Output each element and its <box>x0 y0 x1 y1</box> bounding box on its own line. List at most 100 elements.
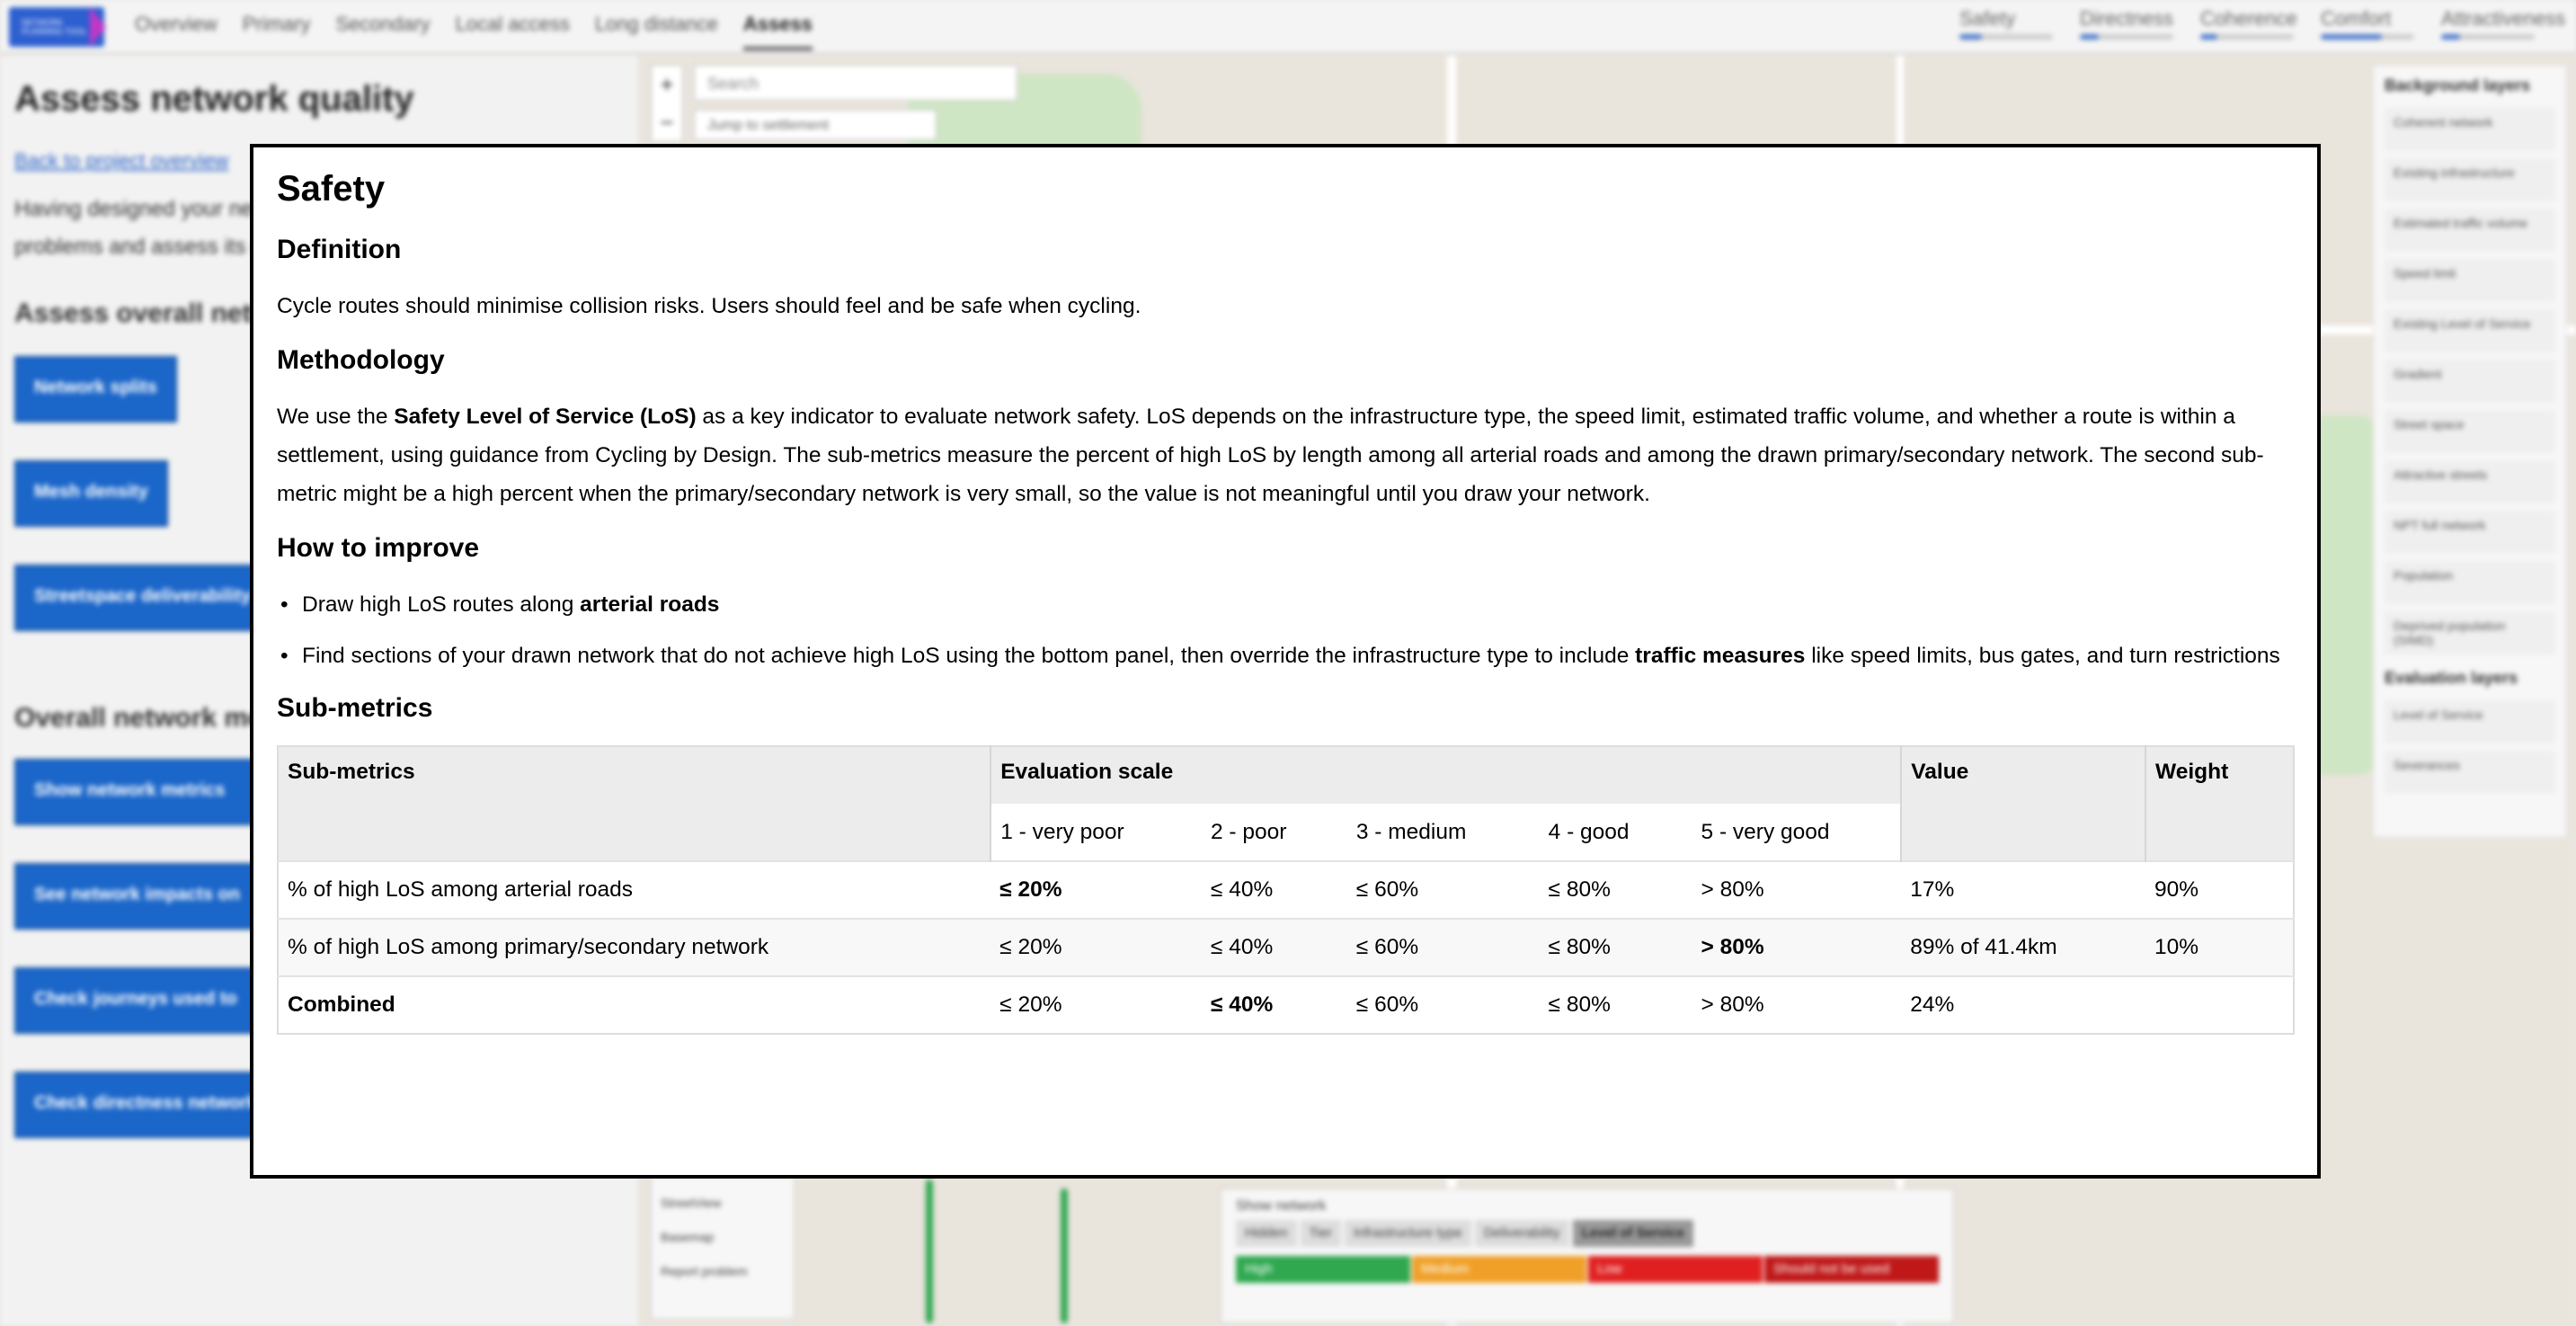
methodology-text-end: as a key indicator to evaluate network s… <box>277 405 2264 506</box>
scale-cell: ≤ 80% <box>1539 860 1692 919</box>
jump-to-settlement-select[interactable]: Jump to settlement <box>694 110 937 140</box>
network-option[interactable]: Tier <box>1300 1220 1341 1247</box>
submetric-weight: 90% <box>2145 860 2294 919</box>
improve-item-1-text: Draw high LoS routes along <box>302 592 581 617</box>
basemap-toggle[interactable]: Basemap <box>661 1230 715 1244</box>
los-legend-item[interactable]: High <box>1236 1256 1410 1283</box>
los-legend: High Medium Low Should not be used <box>1236 1256 1939 1283</box>
layer-toggle[interactable]: Deprived population (SIMD) <box>2385 611 2555 654</box>
scale-cell: ≤ 60% <box>1346 860 1540 919</box>
metric-progress-bar <box>2200 34 2294 40</box>
app-logo[interactable]: NETWORK PLANNING TOOL <box>9 7 104 47</box>
metric-tab-label: Coherence <box>2200 7 2297 30</box>
logo-arrow-icon <box>90 7 106 47</box>
layer-toggle[interactable]: NPT full network <box>2385 511 2555 554</box>
layer-toggle[interactable]: Population <box>2385 561 2555 604</box>
zoom-in-button[interactable]: + <box>660 71 674 98</box>
methodology-text: We use the Safety Level of Service (LoS)… <box>277 397 2294 513</box>
definition-heading: Definition <box>277 235 402 264</box>
zoom-out-button[interactable]: − <box>660 109 674 136</box>
report-problem-button[interactable]: Report problem <box>661 1264 748 1278</box>
metric-progress-fill <box>1959 34 1982 40</box>
improve-item-2-text: Find sections of your drawn network that… <box>302 644 1636 668</box>
map-search-input[interactable]: Search <box>694 65 1017 101</box>
breadcrumb-secondary[interactable]: Secondary <box>335 13 431 35</box>
scale-cell: ≤ 60% <box>1346 975 1540 1034</box>
show-network-metrics-button[interactable]: Show network metrics <box>14 759 284 825</box>
zoom-control: + − <box>651 65 683 142</box>
show-network-label: Show network <box>1236 1198 1327 1214</box>
evaluation-layers-heading: Evaluation layers <box>2385 669 2518 687</box>
scale-cell: ≤ 20% <box>990 860 1202 919</box>
scale-cell: ≤ 20% <box>990 918 1202 976</box>
submetrics-table-body: % of high LoS among arterial roads ≤ 20% ≤… <box>278 860 2294 1034</box>
scale-cell: ≤ 20% <box>990 975 1202 1034</box>
scale-label-3: 3 - medium <box>1346 804 1540 861</box>
los-legend-item[interactable]: Medium <box>1412 1256 1586 1283</box>
table-row: % of high LoS among primary/secondary ne… <box>278 918 2294 976</box>
layer-toggle[interactable]: Severances <box>2385 751 2555 794</box>
breadcrumb-long-distance[interactable]: Long distance <box>594 13 718 35</box>
traffic-measures-term: traffic measures <box>1635 644 1806 668</box>
network-impacts-button[interactable]: See network impacts on <box>14 863 284 930</box>
check-journeys-button[interactable]: Check journeys used to <box>14 967 284 1034</box>
breadcrumb-local-access[interactable]: Local access <box>455 13 570 35</box>
los-term: Safety Level of Service (LoS) <box>394 405 697 429</box>
layer-toggle[interactable]: Estimated traffic volume <box>2385 209 2555 252</box>
scale-cell: ≤ 80% <box>1539 975 1692 1034</box>
layer-toggle[interactable]: Existing infrastructure <box>2385 158 2555 201</box>
network-option[interactable]: Hidden <box>1236 1220 1297 1247</box>
network-splits-button[interactable]: Network splits <box>14 356 177 423</box>
los-legend-item[interactable]: Should not be used <box>1764 1256 1939 1283</box>
page-title: Assess network quality <box>14 79 414 119</box>
streetview-toggle[interactable]: StreetView <box>661 1196 722 1210</box>
evaluation-layers-list: Level of Service Severances <box>2385 700 2555 794</box>
mesh-density-button[interactable]: Mesh density <box>14 460 168 527</box>
metric-tab-attractiveness[interactable]: Attractiveness <box>2441 7 2566 40</box>
header-submetrics: Sub-metrics <box>278 746 991 861</box>
layer-toggle[interactable]: Street space <box>2385 410 2555 453</box>
logo-text: NETWORK PLANNING TOOL <box>22 18 87 36</box>
submetric-name: % of high LoS among primary/secondary ne… <box>278 918 991 976</box>
check-directness-button[interactable]: Check directness network <box>14 1072 284 1138</box>
scale-label-5: 5 - very good <box>1692 804 1902 861</box>
layer-toggle[interactable]: Level of Service <box>2385 700 2555 743</box>
breadcrumb: Overview Primary Secondary Local access … <box>135 13 813 50</box>
network-legend: Show network Hidden Tier Infrastructure ty… <box>1221 1188 1954 1323</box>
table-row: Combined ≤ 20% ≤ 40% ≤ 60% ≤ 80% > 80% 24% <box>278 975 2294 1034</box>
layer-toggle[interactable]: Gradient <box>2385 360 2555 403</box>
metric-progress-fill <box>2080 34 2099 40</box>
scale-cell: > 80% <box>1692 975 1902 1034</box>
layer-toggle[interactable]: Attractive streets <box>2385 460 2555 503</box>
network-option[interactable]: Infrastructure type <box>1344 1220 1471 1247</box>
metric-progress-fill <box>2321 34 2382 40</box>
metric-tab-label: Attractiveness <box>2441 7 2566 30</box>
submetrics-heading: Sub-metrics <box>277 693 433 723</box>
submetric-value: 89% of 41.4km <box>1901 918 2146 976</box>
scale-cell: ≤ 40% <box>1201 918 1347 976</box>
methodology-text-start: We use the <box>277 405 395 429</box>
breadcrumb-assess[interactable]: Assess <box>742 13 813 50</box>
table-row: % of high LoS among arterial roads ≤ 20% ≤… <box>278 860 2294 919</box>
layer-toggle[interactable]: Existing Level of Service <box>2385 309 2555 352</box>
header-value: Value <box>1900 746 2146 861</box>
layer-toggle[interactable]: Speed limit <box>2385 259 2555 302</box>
layer-toggle[interactable]: Coherent network <box>2385 108 2555 151</box>
metric-tab-safety[interactable]: Safety <box>1959 7 2053 40</box>
submetric-name: % of high LoS among arterial roads <box>278 860 991 919</box>
submetrics-table: Sub-metrics Evaluation scale Value Weigh… <box>277 745 2295 1035</box>
map-mini-controls: StreetView Basemap Report problem <box>651 1176 795 1320</box>
back-to-project-link[interactable]: Back to project overview <box>14 149 229 172</box>
header-evaluation-scale: Evaluation scale <box>990 746 1902 804</box>
breadcrumb-primary[interactable]: Primary <box>242 13 311 35</box>
metric-tab-label: Safety <box>1959 7 2016 30</box>
network-option[interactable]: Level of Service <box>1572 1220 1693 1247</box>
metric-tab-directness[interactable]: Directness <box>2080 7 2173 40</box>
breadcrumb-overview[interactable]: Overview <box>135 13 218 35</box>
network-option[interactable]: Deliverability <box>1474 1220 1569 1247</box>
metric-progress-fill <box>2200 34 2217 40</box>
scale-cell: > 80% <box>1692 860 1902 919</box>
los-legend-item[interactable]: Low <box>1588 1256 1763 1283</box>
metric-tab-comfort[interactable]: Comfort <box>2321 7 2414 40</box>
metric-tab-coherence[interactable]: Coherence <box>2200 7 2297 40</box>
